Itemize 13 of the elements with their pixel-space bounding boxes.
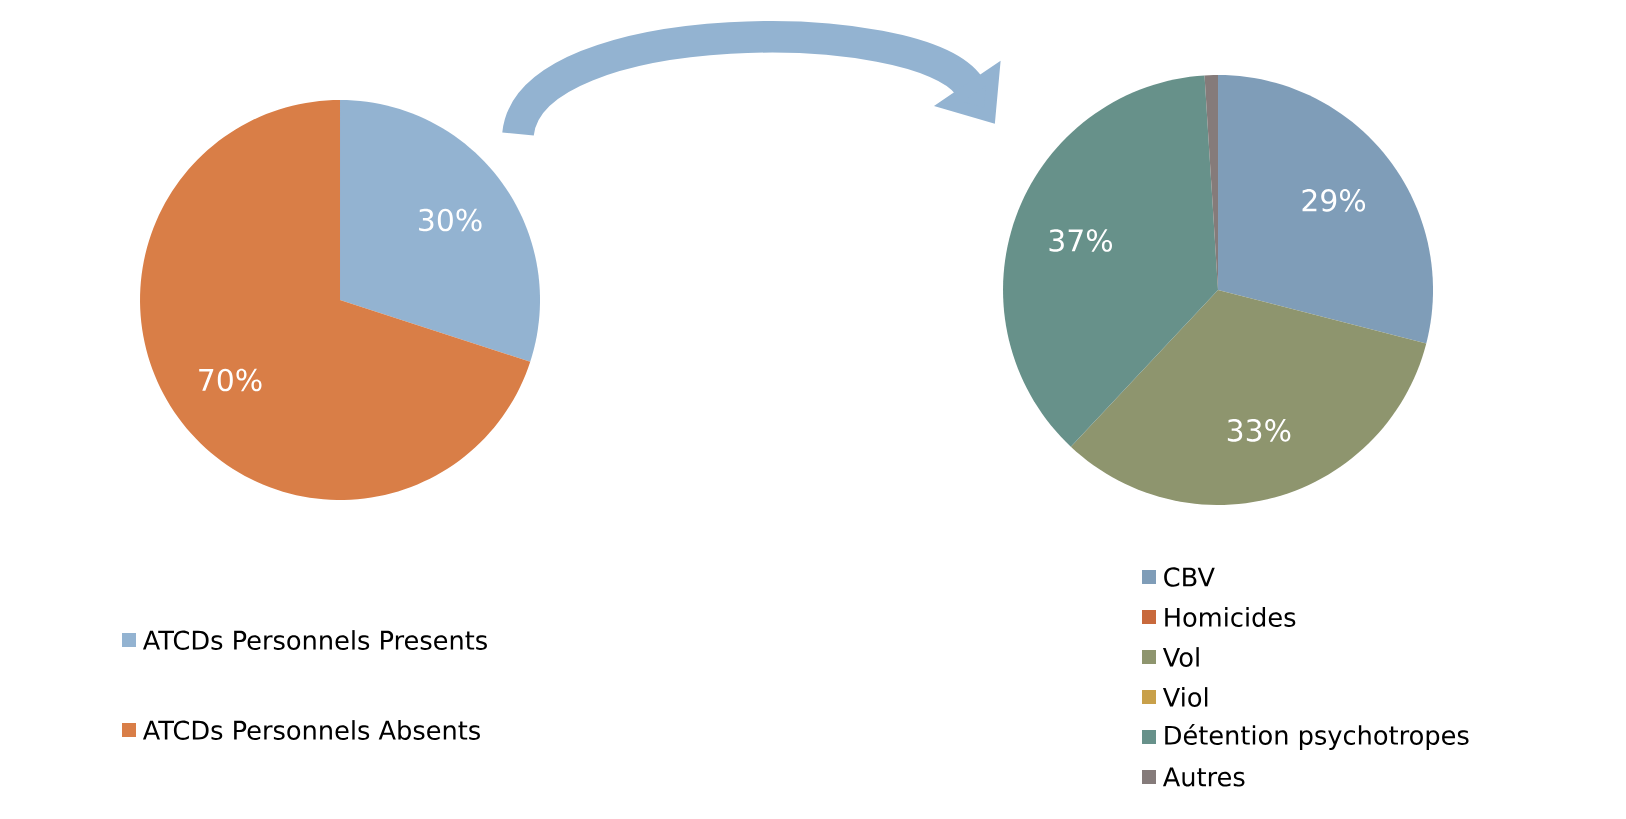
legend-label: Vol — [1162, 647, 1199, 667]
data-label: 33% — [1227, 419, 1291, 442]
data-label: 29% — [1302, 189, 1366, 212]
data-label: 70% — [199, 368, 262, 392]
legend-label: Viol — [1162, 687, 1208, 707]
legend-label: Détention psychotropes — [1165, 724, 1469, 750]
legend-label: ATCDs Personnels Presents — [142, 630, 487, 650]
legend-label: Homicides — [1165, 607, 1296, 627]
legend-label: CBV — [1164, 567, 1215, 587]
data-label: 30% — [419, 208, 482, 232]
legend-label: Autres — [1162, 767, 1245, 787]
legend-label: ATCDs Personnels Absents — [142, 720, 480, 740]
data-label: 37% — [1049, 229, 1112, 252]
